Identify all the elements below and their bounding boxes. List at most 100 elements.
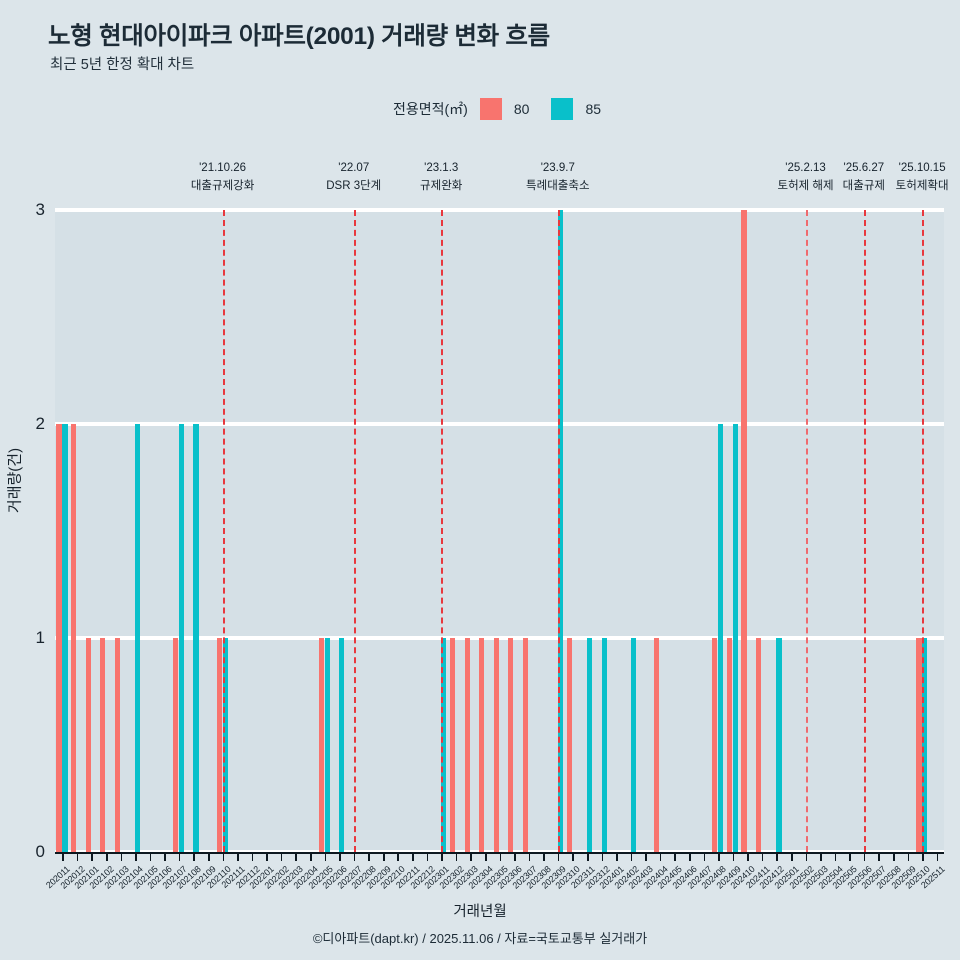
event-date: '25.6.27: [843, 162, 885, 174]
x-tick: [572, 852, 574, 861]
x-tick: [295, 852, 298, 861]
x-tick: [630, 852, 633, 861]
y-tick-label: 1: [35, 628, 45, 647]
x-tick: [310, 852, 312, 861]
x-tick: [222, 852, 225, 861]
bar[interactable]: [732, 424, 738, 852]
bar[interactable]: [726, 638, 733, 852]
x-tick: [922, 852, 924, 861]
x-tick: [76, 852, 79, 861]
bar[interactable]: [566, 638, 572, 852]
x-tick: [106, 852, 108, 861]
x-tick: [703, 852, 706, 861]
legend-swatch-80[interactable]: [479, 98, 502, 120]
bar[interactable]: [630, 638, 636, 852]
x-tick: [135, 852, 137, 861]
x-tick: [688, 852, 691, 861]
x-tick: [645, 852, 647, 861]
event-label: '25.6.27 대출규제: [843, 160, 885, 196]
bar[interactable]: [718, 424, 724, 852]
bar[interactable]: [222, 638, 228, 852]
x-tick: [761, 852, 764, 861]
bar[interactable]: [135, 424, 141, 852]
x-tick: [120, 852, 123, 861]
x-tick: [878, 852, 880, 861]
bar[interactable]: [100, 638, 106, 852]
event-label: '22.07 DSR 3단계: [326, 160, 381, 196]
x-tick: [528, 852, 531, 861]
bar[interactable]: [56, 424, 62, 852]
event-date: '22.07: [338, 162, 370, 174]
bar[interactable]: [522, 638, 529, 852]
event-date: '23.9.7: [540, 162, 575, 174]
gridline-1: [55, 636, 944, 640]
y-axis: 0 1 2 3: [0, 200, 45, 861]
page-subtitle: 최근 5년 한정 확대 차트: [50, 57, 195, 73]
bar[interactable]: [324, 638, 330, 852]
x-tick: [805, 852, 808, 861]
x-tick: [834, 852, 837, 861]
bar[interactable]: [508, 638, 514, 852]
event-text: 규제완화: [420, 179, 463, 192]
bar[interactable]: [586, 638, 593, 852]
bar[interactable]: [339, 638, 345, 852]
bar[interactable]: [922, 638, 928, 852]
legend-swatch-85[interactable]: [551, 98, 574, 120]
bar[interactable]: [557, 210, 563, 852]
x-tick: [193, 852, 196, 861]
bar[interactable]: [449, 638, 456, 852]
bar[interactable]: [441, 638, 447, 852]
y-tick-label: 3: [35, 200, 45, 219]
bar[interactable]: [216, 638, 222, 852]
x-tick: [455, 852, 458, 861]
bar[interactable]: [318, 638, 324, 852]
event-line: [863, 210, 866, 852]
x-tick: [412, 852, 414, 861]
event-text: 토허제확대: [895, 179, 949, 192]
x-tick: [353, 852, 356, 861]
bar[interactable]: [755, 638, 762, 852]
bar[interactable]: [173, 638, 179, 852]
page-title: 노형 현대아이파크 아파트(2001) 거래량 변화 흐름: [48, 23, 550, 50]
plot-area: [55, 208, 944, 854]
y-tick-label: 2: [35, 414, 45, 433]
x-tick: [208, 852, 210, 861]
footer-credit: ©디아파트(dapt.kr) / 2025.11.06 / 자료=국토교통부 실…: [312, 931, 648, 946]
event-text: 대출규제강화: [190, 179, 255, 192]
bar[interactable]: [741, 210, 747, 852]
bar[interactable]: [776, 638, 782, 852]
bar[interactable]: [479, 638, 485, 852]
bar[interactable]: [916, 638, 922, 852]
bar[interactable]: [178, 424, 185, 852]
x-tick: [718, 852, 720, 861]
x-tick: [280, 852, 283, 861]
bar[interactable]: [193, 424, 199, 852]
x-tick: [601, 852, 604, 861]
event-line: [557, 210, 560, 852]
x-tick: [382, 852, 385, 861]
bar[interactable]: [464, 638, 470, 852]
x-tick: [339, 852, 341, 861]
event-text: 특례대출축소: [526, 179, 590, 192]
bar[interactable]: [85, 638, 91, 852]
x-axis-label: 거래년월: [453, 904, 507, 920]
event-text: 토허제 해제: [777, 179, 834, 192]
bar[interactable]: [493, 638, 499, 852]
x-tick: [674, 852, 676, 861]
bar[interactable]: [653, 638, 660, 852]
bar[interactable]: [62, 424, 68, 852]
bar[interactable]: [712, 638, 718, 852]
x-tick: [470, 852, 472, 861]
bar[interactable]: [601, 638, 607, 852]
x-tick: [586, 852, 589, 861]
bar[interactable]: [114, 638, 120, 852]
x-tick: [499, 852, 502, 861]
event-text: DSR 3단계: [326, 179, 382, 192]
x-tick: [557, 852, 560, 861]
bar[interactable]: [71, 424, 77, 852]
x-tick: [441, 852, 443, 861]
gridline-3: [55, 208, 944, 212]
event-line: [441, 210, 444, 852]
x-tick: [62, 852, 64, 861]
